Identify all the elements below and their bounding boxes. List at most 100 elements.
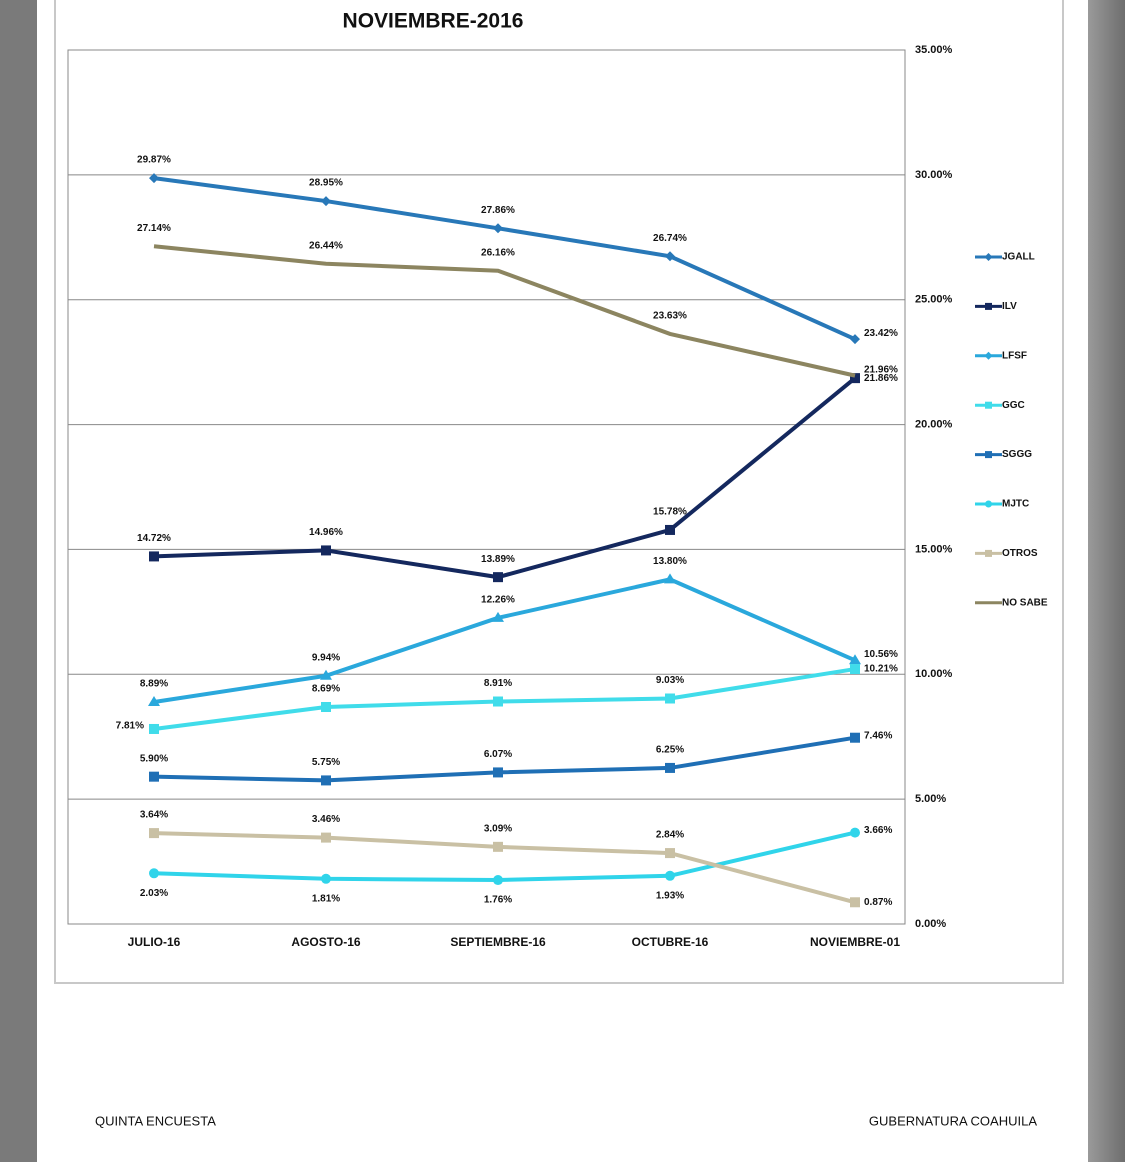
- data-label: 9.94%: [312, 652, 340, 663]
- data-label: 23.63%: [653, 311, 687, 322]
- legend-marker: [984, 253, 993, 261]
- x-tick-label: JULIO-16: [128, 935, 181, 949]
- data-point: [321, 545, 331, 556]
- data-label: 26.44%: [309, 240, 343, 251]
- data-label: 2.84%: [656, 830, 684, 841]
- data-point: [665, 762, 675, 773]
- data-label: 1.76%: [484, 895, 512, 906]
- data-point: [493, 841, 503, 852]
- legend-marker: [985, 500, 992, 508]
- page-edge: [1088, 0, 1125, 1162]
- data-label: 28.95%: [309, 178, 343, 189]
- data-point: [493, 696, 503, 707]
- data-label: 27.86%: [481, 205, 515, 216]
- x-tick-label: NOVIEMBRE-01: [810, 935, 900, 949]
- plot-area: [67, 49, 906, 925]
- data-label: 3.66%: [864, 825, 892, 836]
- data-point: [849, 654, 861, 665]
- data-point: [665, 870, 675, 881]
- legend-label: NO SABE: [1002, 597, 1048, 608]
- data-label: 26.16%: [481, 247, 515, 258]
- data-point: [149, 771, 159, 782]
- y-tick-label: 5.00%: [915, 793, 946, 805]
- data-label: 3.64%: [140, 810, 168, 821]
- data-label: 21.96%: [864, 364, 898, 375]
- data-label: 1.81%: [312, 893, 340, 904]
- y-tick-label: 35.00%: [915, 44, 953, 56]
- data-label: 10.21%: [864, 664, 898, 675]
- data-point: [493, 875, 503, 886]
- data-label: 7.81%: [116, 721, 144, 732]
- footer-left: QUINTA ENCUESTA: [95, 1113, 216, 1128]
- data-label: 6.25%: [656, 745, 684, 756]
- data-point: [149, 173, 159, 184]
- footer-right: GUBERNATURA COAHUILA: [869, 1113, 1037, 1128]
- legend-label: GGC: [1002, 400, 1025, 411]
- data-label: 5.75%: [312, 757, 340, 768]
- legend-marker: [985, 451, 992, 459]
- data-label: 14.72%: [137, 533, 171, 544]
- data-point: [149, 551, 159, 562]
- data-point: [493, 767, 503, 778]
- y-tick-label: 30.00%: [915, 169, 953, 181]
- data-label: 8.69%: [312, 684, 340, 695]
- data-point: [665, 693, 675, 704]
- data-point: [149, 723, 159, 734]
- legend-label: SGGG: [1002, 449, 1032, 460]
- document-page: [37, 0, 1088, 1162]
- data-label: 2.03%: [140, 888, 168, 899]
- data-point: [320, 669, 332, 680]
- legend-marker: [985, 302, 992, 310]
- data-point: [321, 873, 331, 884]
- x-tick-label: AGOSTO-16: [291, 935, 360, 949]
- data-label: 12.26%: [481, 594, 515, 605]
- data-label: 3.09%: [484, 823, 512, 834]
- data-point: [493, 572, 503, 583]
- data-point: [321, 701, 331, 712]
- data-label: 5.90%: [140, 753, 168, 764]
- data-label: 3.46%: [312, 814, 340, 825]
- data-label: 10.56%: [864, 649, 898, 660]
- data-label: 9.03%: [656, 675, 684, 686]
- series-line: [153, 244, 856, 378]
- legend-marker: [985, 401, 992, 409]
- data-label: 15.78%: [653, 507, 687, 518]
- data-point: [149, 868, 159, 879]
- series-line: [153, 831, 856, 905]
- data-label: 23.42%: [864, 328, 898, 339]
- data-point: [665, 251, 675, 262]
- y-tick-label: 20.00%: [915, 418, 953, 430]
- data-point: [850, 664, 860, 675]
- data-label: 14.96%: [309, 527, 343, 538]
- series-line: [153, 376, 857, 580]
- data-point: [850, 373, 860, 384]
- data-label: 13.89%: [481, 554, 515, 565]
- chart-title: NOVIEMBRE-2016: [343, 10, 524, 33]
- data-point: [321, 196, 331, 207]
- data-point: [665, 524, 675, 535]
- data-label: 27.14%: [137, 223, 171, 234]
- data-label: 8.91%: [484, 678, 512, 689]
- data-label: 1.93%: [656, 890, 684, 901]
- legend-label: LFSF: [1002, 350, 1027, 361]
- y-tick-label: 0.00%: [915, 918, 946, 930]
- legend-marker: [984, 351, 993, 360]
- data-label: 26.74%: [653, 233, 687, 244]
- legend-label: OTROS: [1002, 548, 1038, 559]
- data-point: [148, 696, 160, 707]
- data-point: [665, 848, 675, 859]
- data-point: [321, 775, 331, 786]
- data-label: 13.80%: [653, 556, 687, 567]
- data-label: 6.07%: [484, 749, 512, 760]
- data-label: 21.86%: [864, 373, 898, 384]
- legend-marker: [985, 549, 992, 557]
- data-point: [493, 223, 503, 234]
- data-point: [850, 897, 860, 908]
- data-point: [149, 828, 159, 839]
- data-point: [850, 827, 860, 838]
- x-tick-label: OCTUBRE-16: [632, 935, 709, 949]
- legend-label: ILV: [1002, 301, 1017, 312]
- data-point: [850, 732, 860, 743]
